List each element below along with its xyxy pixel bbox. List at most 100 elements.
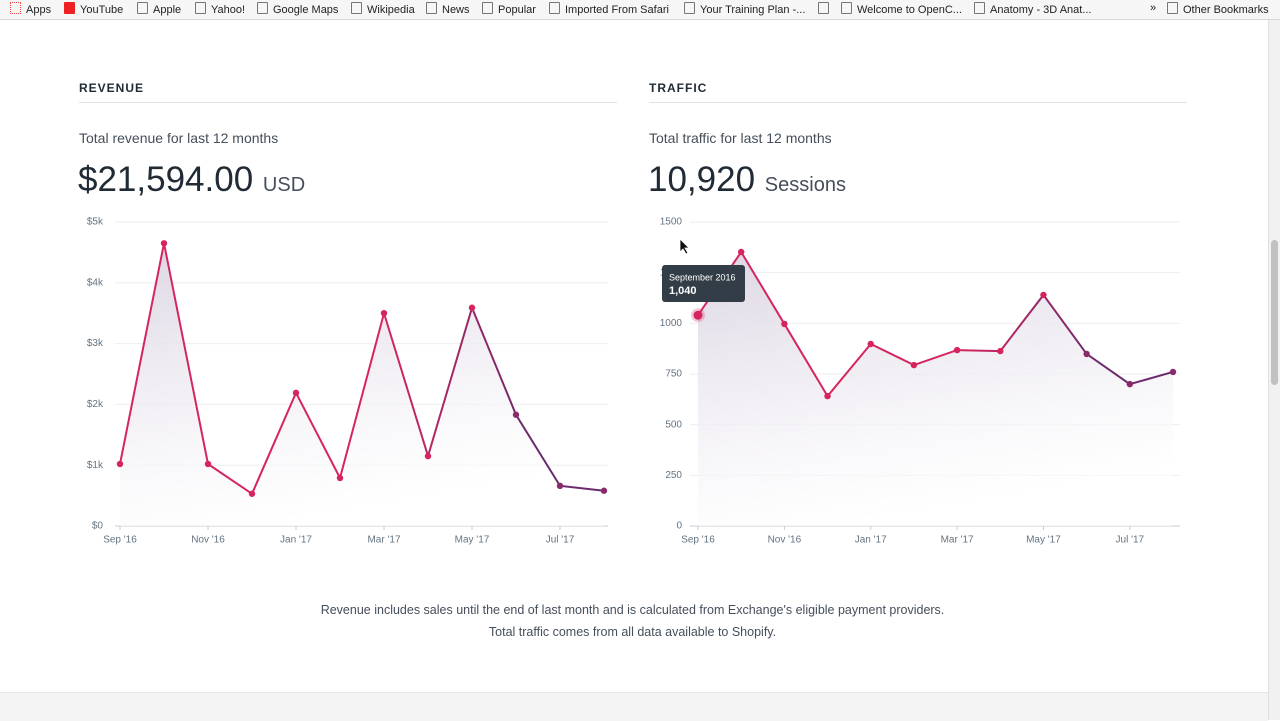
bookmark[interactable] xyxy=(818,2,834,16)
bookmark[interactable]: Your Training Plan -... xyxy=(684,2,805,16)
line xyxy=(697,250,1174,398)
point xyxy=(1169,368,1177,376)
point-active xyxy=(693,310,703,320)
point xyxy=(204,460,212,468)
point xyxy=(910,361,918,369)
point xyxy=(1040,291,1047,299)
bookmark[interactable]: Other Bookmarks xyxy=(1167,2,1269,16)
bookmark[interactable]: Apple xyxy=(137,2,181,16)
bookmark-label: Imported From Safari xyxy=(565,4,669,16)
tooltip-box xyxy=(662,265,745,302)
bookmark[interactable]: YouTube xyxy=(64,2,123,16)
x-tick-label: May '17 xyxy=(455,535,490,546)
x-tick-label: Jan '17 xyxy=(855,535,887,546)
bookmarks-overflow[interactable]: » xyxy=(1150,2,1157,14)
y-tick-label: 500 xyxy=(665,419,682,430)
x-tick-label: Jul '17 xyxy=(1116,535,1145,546)
y-tick-label: 250 xyxy=(665,470,682,481)
tooltip-value: 1,040 xyxy=(669,285,697,297)
point xyxy=(1126,380,1134,388)
point xyxy=(468,304,476,311)
bookmark-label: YouTube xyxy=(80,4,124,16)
area-fill xyxy=(120,243,604,526)
point xyxy=(160,240,168,247)
bookmark-label: Apple xyxy=(153,4,182,16)
point xyxy=(248,490,256,497)
point xyxy=(824,392,831,400)
point xyxy=(292,389,300,397)
y-tick-label: $1k xyxy=(87,460,104,471)
point xyxy=(556,482,564,490)
footnote: Total traffic comes from all data availa… xyxy=(488,625,777,639)
bookmark[interactable]: Yahoo! xyxy=(195,2,245,16)
point xyxy=(953,346,961,354)
x-tick-label: Sep '16 xyxy=(103,535,137,546)
bookmark-label: Welcome to OpenC... xyxy=(857,4,962,16)
total-unit: USD xyxy=(262,174,306,196)
x-tick-label: Mar '17 xyxy=(367,535,400,546)
cursor xyxy=(679,238,690,255)
bookmark[interactable]: Welcome to OpenC... xyxy=(841,2,962,16)
bookmark[interactable]: Apps xyxy=(10,2,51,16)
y-tick-label: 1000 xyxy=(660,318,683,329)
x-tick-label: Sep '16 xyxy=(681,535,715,546)
bookmark[interactable]: News xyxy=(426,2,470,16)
bookmark-label: Anatomy - 3D Anat... xyxy=(990,4,1092,16)
x-tick-label: Nov '16 xyxy=(191,535,225,546)
point xyxy=(997,347,1004,355)
x-tick-label: Jan '17 xyxy=(280,535,312,546)
bookmarks-bar: Apps YouTube Apple Yahoo! Google Maps Wi… xyxy=(0,0,1280,20)
x-tick-label: Nov '16 xyxy=(768,535,802,546)
bookmark-label: Other Bookmarks xyxy=(1183,4,1269,16)
y-tick-label: $5k xyxy=(87,217,104,228)
point xyxy=(867,340,874,348)
line xyxy=(119,243,605,496)
point xyxy=(781,320,788,328)
y-tick-label: $2k xyxy=(87,399,104,410)
charts: $0 $1k $2k $3k $4k $5k Sep '16 Nov '16 Jan '17 Ma… xyxy=(87,217,1180,546)
bookmark-label: Wikipedia xyxy=(367,4,415,16)
point xyxy=(336,474,344,482)
bookmark[interactable]: Anatomy - 3D Anat... xyxy=(974,2,1092,16)
point xyxy=(737,248,745,256)
point xyxy=(424,452,432,460)
bookmark-label: News xyxy=(442,4,470,16)
total-unit: Sessions xyxy=(764,174,846,196)
section-subtitle: Total revenue for last 12 months xyxy=(79,130,279,146)
scrollbar[interactable] xyxy=(1268,20,1280,720)
section-heading: REVENUE xyxy=(79,81,617,103)
y-tick-label: 0 xyxy=(676,521,682,532)
bookmark-label: Your Training Plan -... xyxy=(700,4,806,16)
tooltip-title: September 2016 xyxy=(669,272,736,282)
y-tick-label: $3k xyxy=(87,338,104,349)
point xyxy=(512,411,520,418)
area-fill xyxy=(698,251,1173,526)
bookmark[interactable]: Google Maps xyxy=(257,2,338,16)
footer-band xyxy=(0,692,1268,721)
bookmark-label: Yahoo! xyxy=(211,4,246,16)
y-tick-label: $0 xyxy=(92,521,104,532)
y-tick-label: 1500 xyxy=(660,217,683,228)
point xyxy=(600,487,608,494)
section-heading: TRAFFIC xyxy=(649,81,1187,103)
bookmark-label: Google Maps xyxy=(273,4,339,16)
point xyxy=(1083,350,1090,358)
x-tick-label: Mar '17 xyxy=(941,535,974,546)
bookmark[interactable]: Wikipedia xyxy=(351,2,415,16)
y-tick-label: $4k xyxy=(87,277,104,288)
total-value: $21,594.00 xyxy=(78,160,254,199)
bookmark-label: Apps xyxy=(26,4,52,16)
point xyxy=(116,460,124,468)
x-tick-label: Jul '17 xyxy=(546,535,575,546)
total: 10,920 Sessions xyxy=(648,160,846,200)
total-value: 10,920 xyxy=(648,160,756,199)
section-subtitle: Total traffic for last 12 months xyxy=(649,130,832,146)
bookmark[interactable]: Imported From Safari xyxy=(549,2,669,16)
scrollbar-thumb[interactable] xyxy=(1271,240,1278,385)
bookmark[interactable]: Popular xyxy=(482,2,536,16)
y-tick-label: 750 xyxy=(665,369,682,380)
x-tick-label: May '17 xyxy=(1026,535,1061,546)
bookmark-label: Popular xyxy=(498,4,536,16)
